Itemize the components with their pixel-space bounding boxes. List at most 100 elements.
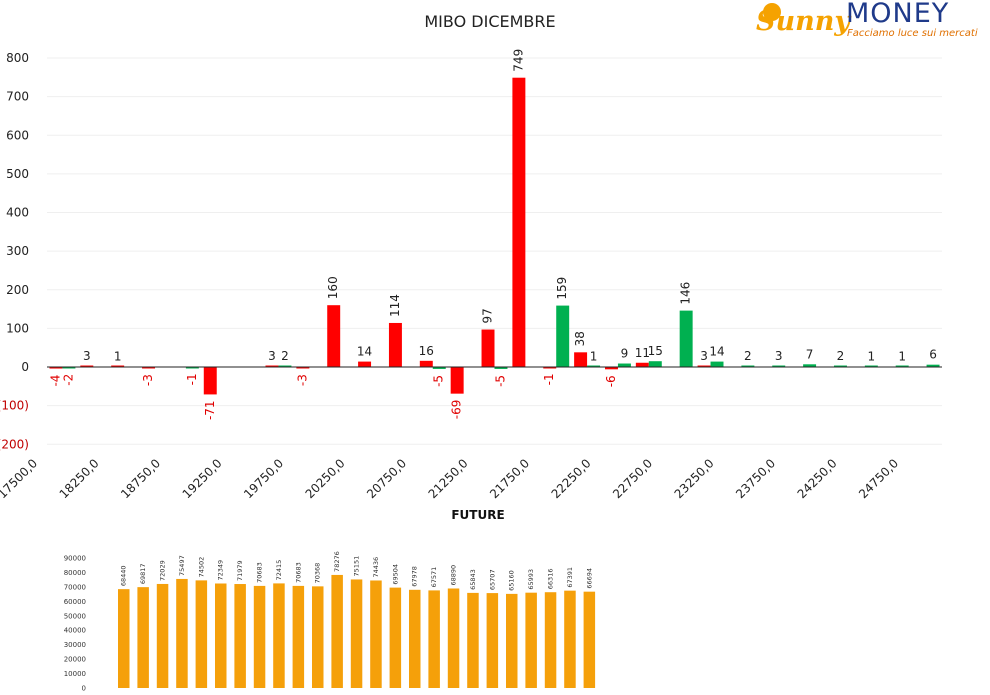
future-data-label: 67391 xyxy=(566,567,574,588)
future-bar xyxy=(428,590,440,688)
y-tick-label: 0 xyxy=(21,360,29,374)
x-tick-label: 20750,0 xyxy=(364,456,409,501)
bar xyxy=(697,365,711,367)
logo-money-text: MONEY xyxy=(846,0,949,29)
future-bar xyxy=(564,590,576,688)
x-tick-label: 22250,0 xyxy=(549,456,594,501)
main-chart-y-axis: 800 700 600 500 400 300 200 100 0 (100) (200) xyxy=(0,51,29,451)
bar xyxy=(450,367,464,394)
bar xyxy=(895,365,909,367)
data-label: 114 xyxy=(388,294,402,317)
future-y-tick-label: 10000 xyxy=(64,670,86,678)
main-chart-title: MIBO DICEMBRE xyxy=(424,12,555,31)
future-data-label: 72029 xyxy=(159,560,167,581)
future-y-tick-label: 90000 xyxy=(64,555,86,563)
data-label: 2 xyxy=(281,349,289,363)
bar xyxy=(62,367,76,369)
future-data-label: 69504 xyxy=(391,564,399,585)
data-label: 3 xyxy=(268,349,276,363)
bar xyxy=(278,365,292,367)
sun-icon xyxy=(763,3,781,21)
data-label: -1 xyxy=(542,373,556,385)
logo-tagline: Facciamo luce sui mercati xyxy=(847,28,978,39)
future-data-label: 74502 xyxy=(197,557,205,578)
future-chart-data-labels: 68440 69817 72029 75497 74502 72349 71979 70683… xyxy=(120,551,594,591)
data-label: 159 xyxy=(555,277,569,300)
future-data-label: 69817 xyxy=(139,563,147,584)
x-tick-label: 23250,0 xyxy=(672,456,717,501)
future-data-label: 65707 xyxy=(488,569,496,590)
future-y-tick-label: 20000 xyxy=(64,656,86,664)
future-bar xyxy=(176,578,188,688)
future-y-tick-label: 70000 xyxy=(64,583,86,591)
x-tick-label: 24750,0 xyxy=(856,456,901,501)
data-label: 2 xyxy=(837,349,845,363)
bar xyxy=(543,367,557,369)
data-label: 160 xyxy=(326,276,340,299)
x-tick-label: 19750,0 xyxy=(241,456,286,501)
data-label: 15 xyxy=(648,344,663,358)
future-data-label: 72349 xyxy=(217,560,225,581)
future-bar xyxy=(350,579,363,688)
future-data-label: 75497 xyxy=(178,555,186,576)
x-tick-label: 21250,0 xyxy=(426,456,471,501)
main-chart-bars xyxy=(49,77,940,395)
bar xyxy=(80,365,94,367)
bar xyxy=(741,365,755,367)
logo: Sunny MONEY Facciamo luce sui mercati xyxy=(756,0,978,39)
future-y-tick-label: 30000 xyxy=(64,641,86,649)
bar xyxy=(265,365,279,367)
bar xyxy=(587,365,601,367)
data-label: -6 xyxy=(604,375,618,387)
data-label: 7 xyxy=(806,347,814,361)
future-y-tick-label: 40000 xyxy=(64,627,86,635)
future-data-label: 65993 xyxy=(527,569,535,590)
future-bar xyxy=(486,593,499,688)
data-label: -5 xyxy=(493,375,507,387)
data-label: -4 xyxy=(48,375,62,387)
bar xyxy=(481,329,495,367)
x-tick-label: 24250,0 xyxy=(795,456,840,501)
future-data-label: 66694 xyxy=(585,568,593,589)
x-tick-label: 23750,0 xyxy=(733,456,778,501)
future-chart-bars xyxy=(118,574,596,688)
future-y-tick-label: 0 xyxy=(82,685,86,693)
logo-sunny-text: Sunny xyxy=(756,6,852,37)
future-y-tick-label: 60000 xyxy=(64,598,86,606)
bar xyxy=(803,364,817,367)
data-label: 1 xyxy=(868,350,876,364)
future-bar xyxy=(156,583,169,688)
y-tick-label: 800 xyxy=(6,51,29,65)
future-data-label: 67571 xyxy=(430,567,438,588)
future-data-label: 70368 xyxy=(314,563,322,584)
data-label: 11 xyxy=(635,346,650,360)
bar xyxy=(111,365,125,367)
data-label: 6 xyxy=(929,348,937,362)
y-tick-label: 700 xyxy=(6,90,29,104)
bar xyxy=(185,367,199,369)
data-label: -3 xyxy=(141,374,155,386)
bar xyxy=(49,367,63,369)
x-tick-label: 18750,0 xyxy=(118,456,163,501)
future-bar xyxy=(273,583,285,688)
y-tick-label: 500 xyxy=(6,167,29,181)
bar xyxy=(556,305,570,367)
future-bar xyxy=(215,583,227,688)
future-chart-title: FUTURE xyxy=(451,508,504,522)
future-bar xyxy=(253,585,266,688)
x-tick-label: 18250,0 xyxy=(57,456,102,501)
future-data-label: 70683 xyxy=(294,562,302,583)
bar xyxy=(679,310,693,367)
bar xyxy=(864,365,878,367)
data-label: 9 xyxy=(621,347,629,361)
bar xyxy=(142,367,156,369)
future-chart-y-axis: 90000 80000 70000 60000 50000 40000 30000 20000… xyxy=(64,555,86,693)
bar xyxy=(512,77,526,367)
data-label: -3 xyxy=(295,374,309,386)
x-tick-label: 21750,0 xyxy=(487,456,532,501)
bar xyxy=(432,367,446,369)
bar xyxy=(203,367,217,395)
data-label: -5 xyxy=(432,375,446,387)
future-bar xyxy=(234,584,246,688)
